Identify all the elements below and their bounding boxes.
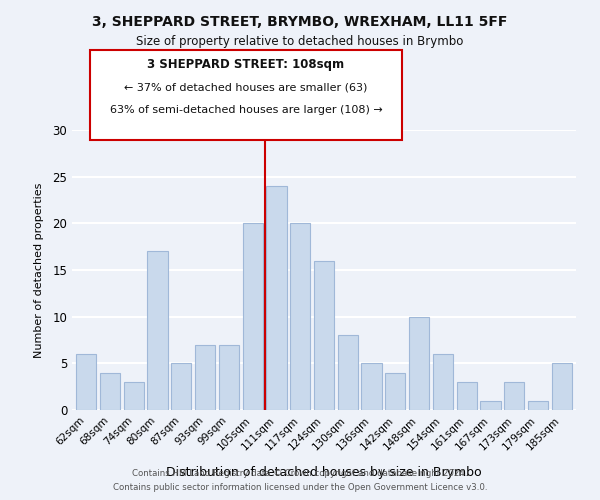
Bar (457, 382, 477, 410)
Bar (528, 400, 548, 410)
Bar (124, 382, 144, 410)
Bar (433, 354, 453, 410)
Y-axis label: Number of detached properties: Number of detached properties (34, 182, 44, 358)
Bar (385, 372, 406, 410)
Bar (242, 224, 263, 410)
Bar (266, 186, 287, 410)
X-axis label: Distribution of detached houses by size in Brymbo: Distribution of detached houses by size … (166, 466, 482, 478)
Text: Size of property relative to detached houses in Brymbo: Size of property relative to detached ho… (136, 35, 464, 48)
Bar (481, 400, 500, 410)
Bar (76, 354, 97, 410)
Bar (290, 224, 310, 410)
Bar (504, 382, 524, 410)
Bar (338, 336, 358, 410)
Bar (148, 252, 167, 410)
Text: Contains public sector information licensed under the Open Government Licence v3: Contains public sector information licen… (113, 484, 487, 492)
Text: ← 37% of detached houses are smaller (63): ← 37% of detached houses are smaller (63… (124, 82, 368, 92)
Bar (361, 364, 382, 410)
Bar (219, 344, 239, 410)
Text: 63% of semi-detached houses are larger (108) →: 63% of semi-detached houses are larger (… (110, 105, 382, 115)
Bar (171, 364, 191, 410)
Bar (409, 316, 429, 410)
Bar (100, 372, 120, 410)
Text: Contains HM Land Registry data © Crown copyright and database right 2024.: Contains HM Land Registry data © Crown c… (132, 468, 468, 477)
Text: 3, SHEPPARD STREET, BRYMBO, WREXHAM, LL11 5FF: 3, SHEPPARD STREET, BRYMBO, WREXHAM, LL1… (92, 15, 508, 29)
Text: 3 SHEPPARD STREET: 108sqm: 3 SHEPPARD STREET: 108sqm (148, 58, 344, 70)
Bar (195, 344, 215, 410)
Bar (314, 260, 334, 410)
Bar (551, 364, 572, 410)
